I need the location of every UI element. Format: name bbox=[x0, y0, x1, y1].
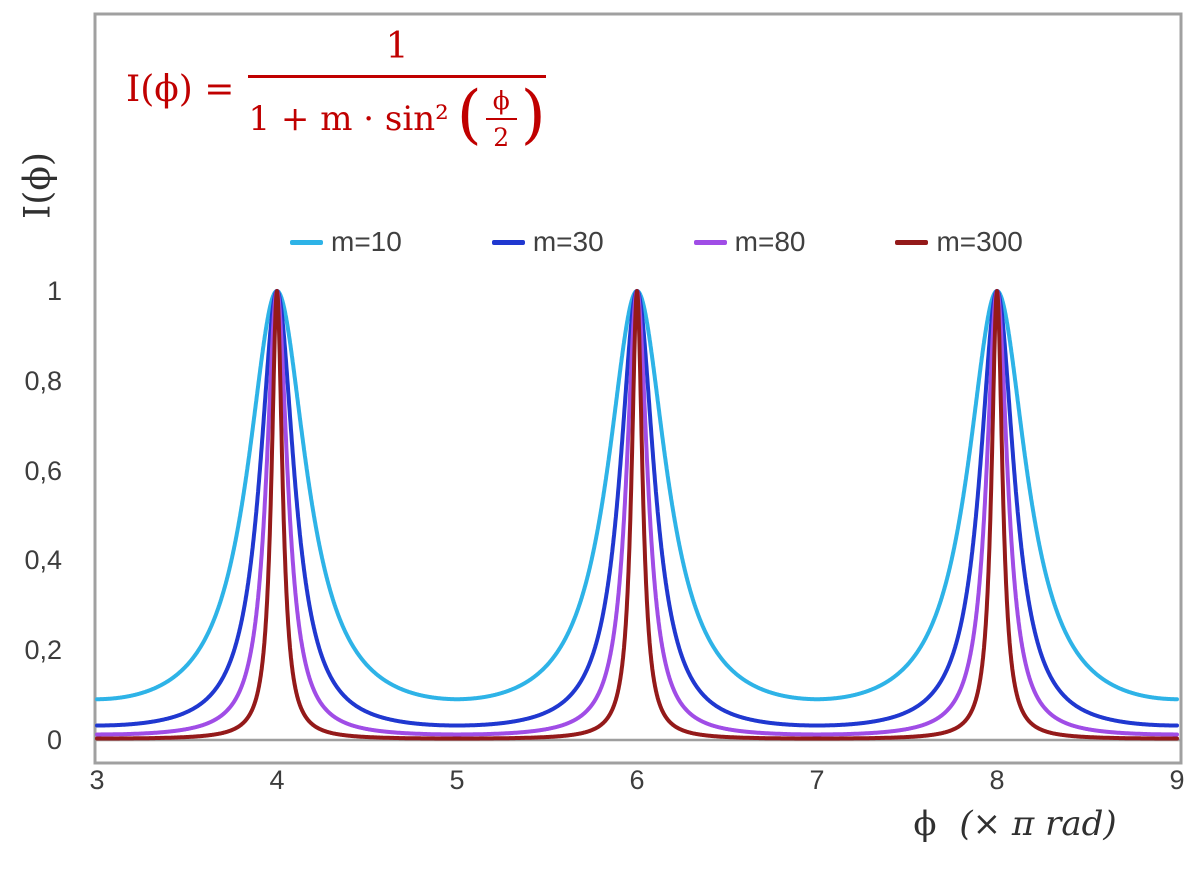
formula-fraction: 1 1 + m · sin² ( ϕ 2 ) bbox=[248, 26, 546, 152]
legend-swatch bbox=[895, 239, 929, 245]
legend-item-m=300: m=300 bbox=[895, 226, 1023, 258]
close-paren: ) bbox=[520, 78, 546, 153]
legend-swatch bbox=[491, 239, 525, 245]
formula-numerator: 1 bbox=[248, 26, 546, 78]
formula-lhs: I(ϕ) = bbox=[126, 68, 235, 110]
legend-item-m=80: m=80 bbox=[693, 226, 806, 258]
inner-denominator: 2 bbox=[493, 123, 510, 152]
y-axis-title: I(ϕ) bbox=[17, 152, 59, 219]
formula-inner-fraction: ϕ 2 bbox=[485, 86, 517, 152]
x-axis-title-unit: (× π rad) bbox=[959, 804, 1117, 844]
x-axis-title: ϕ (× π rad) bbox=[850, 804, 1180, 844]
legend-swatch bbox=[290, 239, 323, 245]
curve-m=30 bbox=[95, 289, 1179, 728]
legend-label: m=80 bbox=[734, 226, 806, 257]
legend-label: m=10 bbox=[331, 226, 402, 257]
formula-denominator: 1 + m · sin² ( ϕ 2 ) bbox=[248, 78, 545, 152]
x-axis-title-phi: ϕ bbox=[913, 804, 937, 844]
legend-label: m=30 bbox=[532, 226, 604, 257]
formula-annotation: I(ϕ) = 1 1 + m · sin² ( ϕ 2 ) bbox=[126, 26, 546, 152]
formula-denominator-prefix: 1 + m · sin² bbox=[248, 99, 449, 139]
curve-m=80 bbox=[95, 289, 1179, 737]
legend-item-m=10: m=10 bbox=[290, 226, 402, 258]
curves-group bbox=[95, 289, 1179, 741]
inner-numerator: ϕ bbox=[485, 86, 517, 120]
legend-item-m=30: m=30 bbox=[491, 226, 604, 258]
legend-swatch bbox=[693, 239, 727, 245]
curve-m=300 bbox=[95, 289, 1179, 741]
open-paren: ( bbox=[456, 78, 482, 153]
legend: m=10 m=30 m=80 m=300 bbox=[290, 226, 1023, 258]
legend-label: m=300 bbox=[936, 226, 1023, 257]
plot-frame bbox=[93, 12, 1183, 765]
